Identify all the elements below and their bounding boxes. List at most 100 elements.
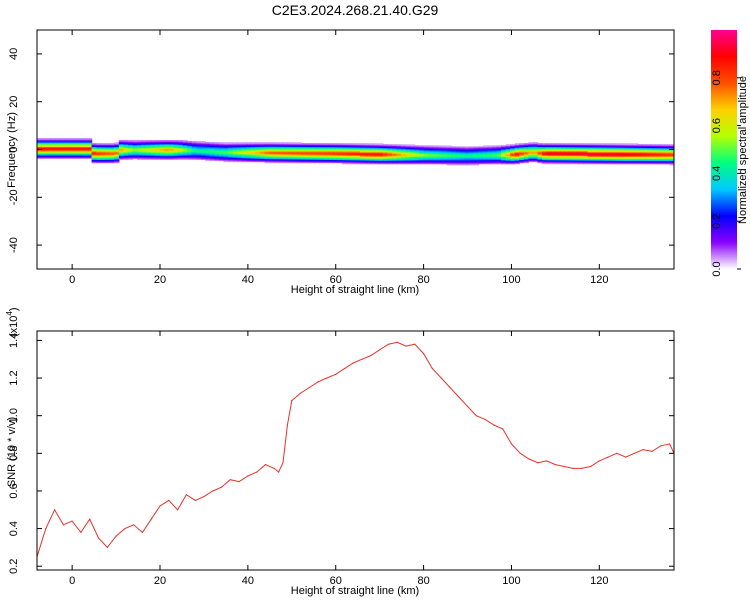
spectrogram-cell [278,142,284,144]
spectrogram-cell [246,147,252,150]
spectrogram-cell [196,146,202,149]
spectrogram-cell [473,149,479,152]
spectrogram-cell [423,150,429,153]
spectrogram-cell [646,161,652,164]
spectrogram-cell [528,143,534,145]
spectrogram-cell [282,147,288,150]
snr-point [581,467,583,469]
spectrogram-cell [296,146,302,149]
spectrogram-cell [137,149,143,152]
spectrogram-cell [200,141,206,143]
spectrogram-cell [391,154,398,156]
spectrogram-cell [269,142,275,144]
spectrogram-cell [182,157,188,159]
spectrogram-cell [382,155,388,157]
spectrogram-cell [296,161,302,164]
spectrogram-cell [50,148,56,151]
spectrogram-cell [496,161,502,164]
spectrogram-cell [446,160,452,163]
spectrogram-cell [300,150,307,153]
spectrogram-cell [128,151,134,154]
spectrogram-cell [164,143,170,145]
spectrogram-cell [487,162,493,165]
spectrogram-cell [464,161,470,164]
spectrogram-cell [546,158,552,161]
spectrogram-cell [150,140,156,142]
spectrogram-cell [82,149,88,152]
spectrogram-cell [428,147,434,150]
spectrogram-cell [391,146,398,149]
spectrogram-cell [596,154,602,156]
spectrogram-cell [464,151,470,154]
spectrogram-cell [610,158,616,161]
spectrogram-cell [369,145,375,148]
spectrogram-cell [355,146,361,149]
spectrogram-cell [96,150,102,153]
spectrogram-cell [164,152,170,155]
spectrogram-cell [555,148,561,151]
spectrogram-cell [587,143,593,145]
snr-plot-area [37,331,674,570]
spectrogram-cell [364,161,370,164]
spectrogram-cell [191,145,197,148]
spectrogram-cell [205,147,211,150]
spectrogram-cell [141,155,147,157]
spectrogram-cell [123,146,129,149]
spectrogram-cell [196,151,202,154]
spectrogram-cell [296,152,302,155]
spectrogram-cell [382,152,388,155]
spectrogram-cell [264,144,270,147]
spectrogram-cell [610,162,616,165]
spectrogram-cell [269,151,275,154]
spectrogram-cell [346,148,352,151]
spectrogram-cell [410,158,416,161]
spectrogram-cell [91,151,97,154]
spectrogram-cell [64,142,70,144]
spectrogram-cell [478,156,484,158]
spectrogram-cell [150,158,156,161]
spectrogram-cell [296,144,302,147]
spectrogram-cell [50,137,56,140]
snr-point [159,505,161,507]
spectrogram-cell [391,145,398,148]
spectrogram-cell [314,144,320,147]
spectrogram-cell [473,159,479,162]
spectrogram-cell [569,151,575,154]
spectrogram-cell [655,155,661,157]
spectrogram-cell [269,156,275,158]
spectrogram-cell [360,159,366,162]
spectrogram-cell [510,149,516,152]
spectrogram-cell [432,150,438,153]
spectrogram-cell [414,152,420,155]
spectrogram-cell [250,152,256,155]
spectrogram-cell [232,146,238,149]
spectrogram-cell [50,154,56,156]
spectrogram-cell [182,146,188,149]
spectrogram-cell [300,160,307,163]
spectrogram-cell [446,159,452,162]
spectrogram-cell [382,145,388,148]
spectrogram-cell [132,151,138,154]
spectrogram-cell [551,154,557,156]
spectrogram-cell [478,148,484,151]
spectrogram-cell [228,142,234,144]
spectrogram-x-ticks: 0 20 40 60 80 100 120 [69,30,608,286]
spectrogram-cell [87,137,93,140]
spectrogram-cell [605,152,611,155]
spectrogram-cell [250,157,256,159]
spectrogram-cell [428,146,434,149]
spectrogram-cell [646,146,652,149]
spectrogram-cell [660,156,666,158]
snr-point [185,494,187,496]
spectrogram-cell [114,158,120,161]
spectrogram-cell [250,145,256,148]
spectrogram-cell [291,144,297,147]
spectrogram-cell [405,151,411,154]
spectrogram-cell [300,154,307,156]
spectrogram-cell [219,154,225,156]
spectrogram-cell [237,154,243,156]
spectrogram-cell [96,151,102,154]
spectrogram-cell [373,159,379,162]
spectrogram-cell [655,146,661,149]
